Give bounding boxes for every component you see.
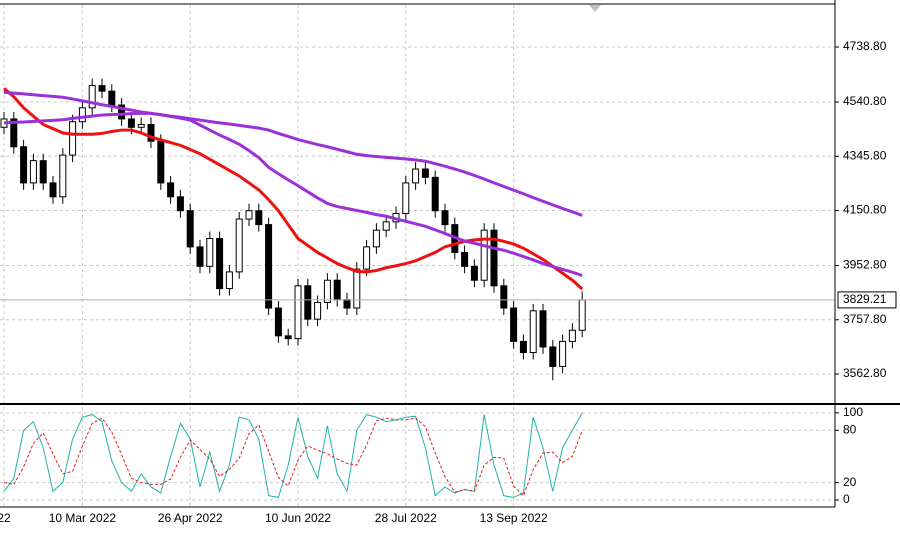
candle-body [69, 121, 77, 156]
candle-body [314, 301, 322, 320]
y-tick-label: 0 [843, 492, 850, 506]
candle-body [245, 210, 253, 220]
candle-body [127, 118, 135, 128]
candle-body [137, 124, 145, 128]
candle-body [510, 307, 518, 342]
candle-body [225, 271, 233, 290]
x-tick-label: 13 Sep 2022 [480, 511, 548, 525]
candle-body [265, 224, 273, 309]
candle-body [29, 160, 37, 184]
candle-body [10, 118, 18, 148]
candle-body [186, 210, 194, 248]
candle-body [353, 268, 361, 309]
y-tick-label: 4540.80 [843, 94, 887, 108]
candle-body [461, 251, 469, 267]
candle-body [500, 285, 508, 309]
candle-body [118, 104, 126, 120]
last-price-label: 3829.21 [843, 292, 887, 306]
y-tick-label: 4345.80 [843, 148, 887, 162]
candle-body [284, 335, 292, 340]
candle-body [431, 176, 439, 212]
y-tick-label: 4738.80 [843, 39, 887, 53]
candle-body [147, 124, 155, 142]
candle-body [255, 210, 263, 226]
x-tick-label: 28 Jul 2022 [375, 511, 437, 525]
candle-body [372, 229, 380, 248]
candle-body [108, 90, 116, 106]
candle-body [333, 279, 341, 301]
candle-body [304, 285, 312, 320]
candle-body [549, 346, 557, 367]
shift-marker [589, 5, 601, 12]
line-series [3, 412, 583, 498]
candle-body [274, 307, 282, 337]
line-series [3, 90, 583, 217]
y-tick-label: 4150.80 [843, 203, 887, 217]
candle-body [490, 229, 498, 287]
line-series [3, 87, 584, 291]
candle-body [412, 168, 420, 184]
candle-body [235, 218, 243, 273]
line-series [3, 417, 583, 497]
candle-body [196, 246, 204, 267]
candle-body [539, 310, 547, 348]
candle-body [441, 210, 449, 226]
candle-body [363, 246, 371, 270]
candle-body [402, 182, 410, 214]
line-series [3, 111, 583, 277]
candle-body [59, 154, 67, 198]
candle-body [176, 196, 184, 212]
last-price-box [837, 291, 897, 309]
candle-body [39, 160, 47, 184]
candle-body [206, 238, 214, 267]
candle-body [323, 279, 331, 303]
y-tick-label: 80 [843, 422, 857, 436]
candle-body [519, 340, 527, 354]
candle-body [421, 168, 429, 178]
x-tick-label: 10 Jun 2022 [265, 511, 331, 525]
candle-body [568, 329, 576, 342]
candle-body [98, 85, 106, 92]
candle-body [294, 285, 302, 340]
candle-body [480, 229, 488, 281]
candle-body [216, 238, 224, 290]
candle-body [20, 146, 28, 184]
x-tick-label: 22 [0, 511, 11, 525]
candle-body [49, 182, 57, 198]
y-tick-label: 3757.80 [843, 312, 887, 326]
x-tick-label: 10 Mar 2022 [49, 511, 117, 525]
y-tick-label: 3562.80 [843, 366, 887, 380]
y-tick-label: 3952.80 [843, 258, 887, 272]
candle-body [470, 265, 478, 281]
candle-body [343, 299, 351, 309]
candle-body [88, 85, 96, 109]
candle-body [559, 340, 567, 367]
candle-body [157, 140, 165, 184]
y-tick-label: 20 [843, 475, 857, 489]
candle-body [167, 182, 175, 198]
candle-body [529, 310, 537, 354]
x-tick-label: 26 Apr 2022 [158, 511, 223, 525]
candle-body [78, 107, 86, 123]
candle-body [382, 221, 390, 231]
candle-body [578, 299, 586, 331]
y-tick-label: 100 [843, 405, 863, 419]
